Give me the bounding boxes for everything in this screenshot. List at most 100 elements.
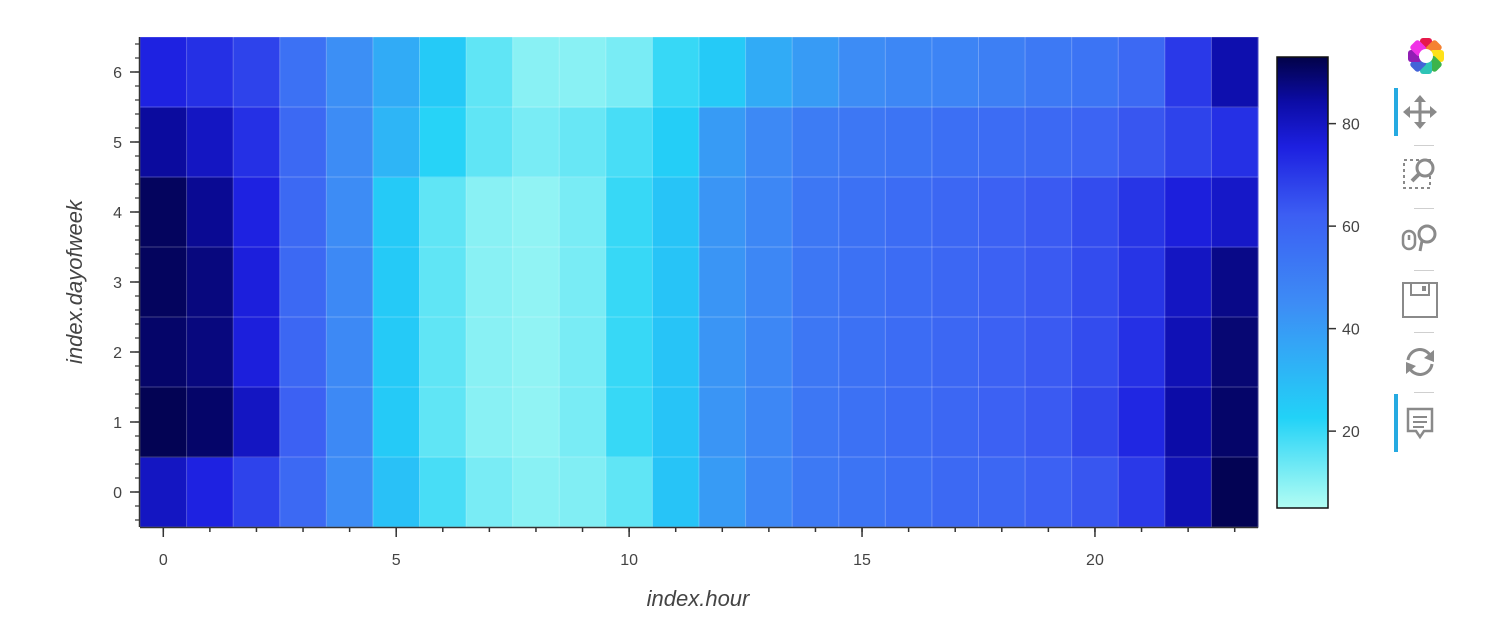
heatmap-cell[interactable] <box>186 37 234 108</box>
heatmap-cell[interactable] <box>419 247 467 318</box>
heatmap-cell[interactable] <box>140 177 188 248</box>
heatmap-cell[interactable] <box>1211 37 1259 108</box>
heatmap-cell[interactable] <box>1071 387 1119 458</box>
heatmap-cell[interactable] <box>978 177 1026 248</box>
heatmap-cell[interactable] <box>326 317 374 388</box>
heatmap-cell[interactable] <box>186 177 234 248</box>
heatmap-cell[interactable] <box>1071 247 1119 318</box>
heatmap-cell[interactable] <box>233 457 281 528</box>
heatmap-cell[interactable] <box>885 37 933 108</box>
heatmap-cell[interactable] <box>745 317 793 388</box>
heatmap-cells[interactable] <box>140 37 1259 528</box>
heatmap-cell[interactable] <box>279 177 327 248</box>
heatmap-cell[interactable] <box>140 247 188 318</box>
heatmap-cell[interactable] <box>931 247 979 318</box>
pan-tool-button[interactable] <box>1392 88 1448 136</box>
bokeh-logo[interactable] <box>1406 36 1446 76</box>
heatmap-cell[interactable] <box>140 37 188 108</box>
heatmap-cell[interactable] <box>233 387 281 458</box>
heatmap-cell[interactable] <box>512 317 560 388</box>
heatmap-cell[interactable] <box>1025 457 1073 528</box>
heatmap-cell[interactable] <box>978 387 1026 458</box>
heatmap-cell[interactable] <box>885 387 933 458</box>
heatmap-cell[interactable] <box>326 387 374 458</box>
heatmap-cell[interactable] <box>978 107 1026 178</box>
heatmap-cell[interactable] <box>326 37 374 108</box>
heatmap-cell[interactable] <box>652 177 700 248</box>
heatmap-cell[interactable] <box>372 317 420 388</box>
heatmap-cell[interactable] <box>186 387 234 458</box>
heatmap-cell[interactable] <box>512 247 560 318</box>
heatmap-cell[interactable] <box>1118 317 1166 388</box>
heatmap-cell[interactable] <box>978 457 1026 528</box>
heatmap-cell[interactable] <box>326 457 374 528</box>
heatmap-cell[interactable] <box>745 177 793 248</box>
heatmap-cell[interactable] <box>1025 387 1073 458</box>
heatmap-cell[interactable] <box>186 317 234 388</box>
heatmap-cell[interactable] <box>419 177 467 248</box>
heatmap-cell[interactable] <box>931 317 979 388</box>
heatmap-cell[interactable] <box>792 457 840 528</box>
heatmap-cell[interactable] <box>745 457 793 528</box>
heatmap-cell[interactable] <box>233 107 281 178</box>
heatmap-cell[interactable] <box>1071 177 1119 248</box>
heatmap-cell[interactable] <box>512 37 560 108</box>
heatmap-cell[interactable] <box>931 107 979 178</box>
heatmap-cell[interactable] <box>792 107 840 178</box>
heatmap-cell[interactable] <box>140 387 188 458</box>
box-zoom-tool-button[interactable] <box>1392 150 1448 198</box>
heatmap-cell[interactable] <box>792 387 840 458</box>
heatmap-cell[interactable] <box>838 317 886 388</box>
heatmap-cell[interactable] <box>885 317 933 388</box>
heatmap-cell[interactable] <box>1071 457 1119 528</box>
heatmap-cell[interactable] <box>326 247 374 318</box>
heatmap-cell[interactable] <box>605 317 653 388</box>
heatmap-cell[interactable] <box>279 317 327 388</box>
heatmap-cell[interactable] <box>838 457 886 528</box>
heatmap-cell[interactable] <box>699 457 747 528</box>
heatmap-cell[interactable] <box>279 387 327 458</box>
heatmap-cell[interactable] <box>512 457 560 528</box>
heatmap-cell[interactable] <box>1164 457 1212 528</box>
heatmap-cell[interactable] <box>978 317 1026 388</box>
heatmap-cell[interactable] <box>699 177 747 248</box>
heatmap-cell[interactable] <box>1211 177 1259 248</box>
heatmap-cell[interactable] <box>140 317 188 388</box>
heatmap-cell[interactable] <box>1025 317 1073 388</box>
heatmap-cell[interactable] <box>1118 177 1166 248</box>
heatmap-cell[interactable] <box>372 247 420 318</box>
heatmap-cell[interactable] <box>931 37 979 108</box>
heatmap-cell[interactable] <box>466 37 514 108</box>
heatmap-cell[interactable] <box>372 177 420 248</box>
heatmap-cell[interactable] <box>1164 247 1212 318</box>
heatmap-cell[interactable] <box>233 37 281 108</box>
heatmap-cell[interactable] <box>1025 247 1073 318</box>
heatmap-cell[interactable] <box>652 387 700 458</box>
heatmap-cell[interactable] <box>559 387 607 458</box>
heatmap-cell[interactable] <box>792 37 840 108</box>
heatmap-cell[interactable] <box>1071 107 1119 178</box>
heatmap-cell[interactable] <box>466 317 514 388</box>
heatmap-cell[interactable] <box>838 37 886 108</box>
heatmap-cell[interactable] <box>1164 387 1212 458</box>
heatmap-cell[interactable] <box>186 107 234 178</box>
heatmap-cell[interactable] <box>605 387 653 458</box>
heatmap-cell[interactable] <box>792 317 840 388</box>
heatmap-cell[interactable] <box>931 387 979 458</box>
heatmap-cell[interactable] <box>652 457 700 528</box>
heatmap-cell[interactable] <box>466 177 514 248</box>
heatmap-cell[interactable] <box>512 107 560 178</box>
heatmap-cell[interactable] <box>1025 107 1073 178</box>
heatmap-cell[interactable] <box>1211 387 1259 458</box>
heatmap-cell[interactable] <box>978 37 1026 108</box>
heatmap-cell[interactable] <box>838 107 886 178</box>
heatmap-cell[interactable] <box>838 387 886 458</box>
heatmap-cell[interactable] <box>605 107 653 178</box>
heatmap-cell[interactable] <box>466 387 514 458</box>
heatmap-cell[interactable] <box>279 107 327 178</box>
heatmap-cell[interactable] <box>233 247 281 318</box>
heatmap-cell[interactable] <box>419 387 467 458</box>
heatmap-cell[interactable] <box>466 457 514 528</box>
heatmap-cell[interactable] <box>931 177 979 248</box>
heatmap-cell[interactable] <box>699 387 747 458</box>
